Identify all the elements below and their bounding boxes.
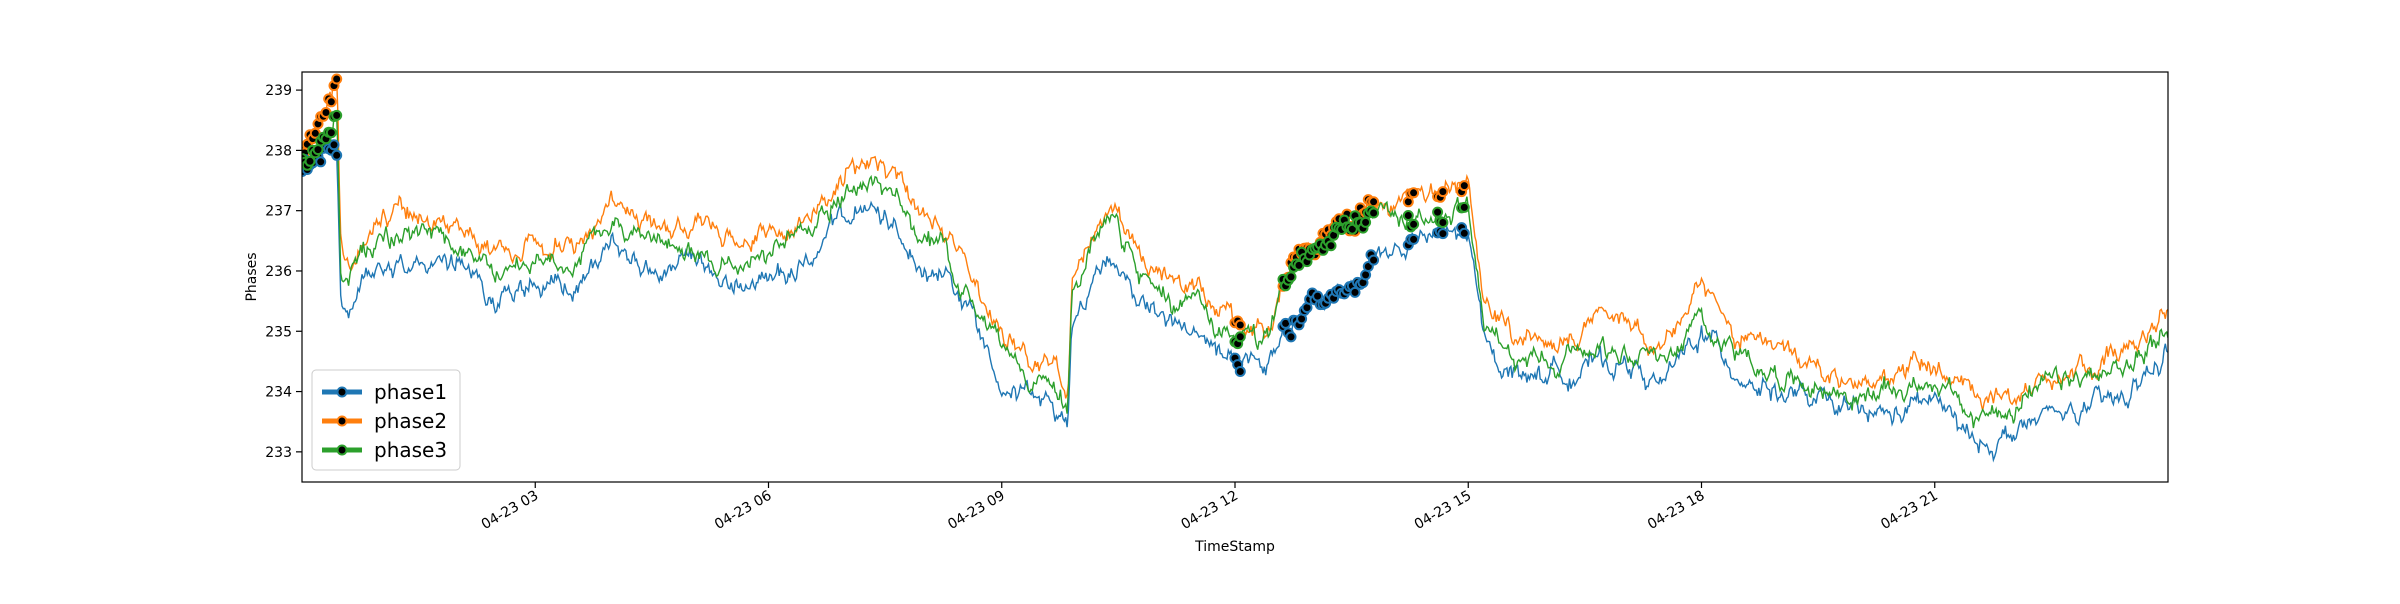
- y-tick-label: 237: [265, 204, 292, 220]
- y-tick-label: 235: [265, 324, 292, 340]
- marker-point-phase1: [1368, 254, 1380, 266]
- y-tick-label: 236: [265, 264, 292, 280]
- marker-point-phase1: [1285, 331, 1297, 343]
- marker-point-phase1: [1234, 366, 1246, 377]
- marker-point-phase2: [325, 96, 337, 108]
- x-tick-label: 04-23 18: [1645, 488, 1708, 533]
- y-tick-label: 238: [265, 143, 292, 159]
- y-axis-label: Phases: [244, 252, 260, 301]
- legend: phase1 phase2 phase3: [311, 369, 461, 471]
- y-tick-label: 233: [265, 445, 292, 461]
- legend-box: [311, 369, 461, 471]
- marker-point-phase3: [1360, 216, 1372, 228]
- marker-point-phase1: [1408, 233, 1420, 245]
- marker-point-phase3: [1325, 240, 1337, 252]
- x-axis-label: TimeStamp: [1194, 539, 1275, 555]
- marker-point-phase3: [1458, 201, 1470, 213]
- marker-point-phase3: [1432, 206, 1444, 218]
- x-tick-label: 04-23 21: [1878, 488, 1941, 533]
- marker-point-phase2: [331, 73, 343, 85]
- marker-point-phase2: [1368, 196, 1380, 208]
- marker-point-phase2: [1437, 186, 1449, 198]
- marker-point-phase3: [1437, 217, 1449, 228]
- marker-point-phase3: [331, 109, 343, 121]
- marker-point-phase1: [1437, 228, 1449, 240]
- marker-point-phase3: [325, 127, 337, 139]
- marker-point-phase3: [1408, 218, 1420, 230]
- plot-area: [302, 72, 2168, 482]
- marker-point-phase1: [1458, 227, 1470, 239]
- marker-point-phase2: [1234, 319, 1246, 331]
- legend-marker-phase3: [336, 444, 348, 456]
- marker-point-phase3: [1285, 271, 1297, 283]
- legend-label-phase2: phase2: [374, 409, 447, 433]
- legend-marker-phase2: [336, 415, 348, 427]
- legend-label-phase1: phase1: [374, 380, 447, 404]
- legend-label-phase3: phase3: [374, 438, 447, 462]
- x-tick-label: 04-23 12: [1178, 488, 1241, 533]
- y-axis: 233 234 235 236 237 238 239: [265, 83, 302, 461]
- y-tick-label: 239: [265, 83, 292, 99]
- marker-point-phase1: [328, 139, 340, 151]
- x-tick-label: 04-23 06: [712, 488, 775, 533]
- x-tick-label: 04-23 15: [1412, 488, 1475, 533]
- marker-point-phase3: [1402, 210, 1414, 221]
- marker-point-phase3: [1368, 207, 1380, 219]
- marker-point-phase3: [304, 155, 316, 167]
- legend-marker-phase1: [336, 386, 348, 398]
- marker-point-phase1: [1349, 286, 1361, 298]
- x-axis: 04-23 03 04-23 06 04-23 09 04-23 12 04-23 15…: [479, 482, 1941, 533]
- marker-point-phase2: [1458, 180, 1470, 192]
- marker-point-phase2: [1408, 187, 1420, 199]
- marker-point-phase1: [331, 149, 343, 161]
- x-tick-label: 04-23 03: [479, 488, 542, 533]
- marker-point-phase3: [1234, 331, 1246, 343]
- marker-point-phase1: [315, 156, 327, 168]
- y-tick-label: 234: [265, 385, 292, 401]
- x-tick-label: 04-23 09: [945, 488, 1008, 533]
